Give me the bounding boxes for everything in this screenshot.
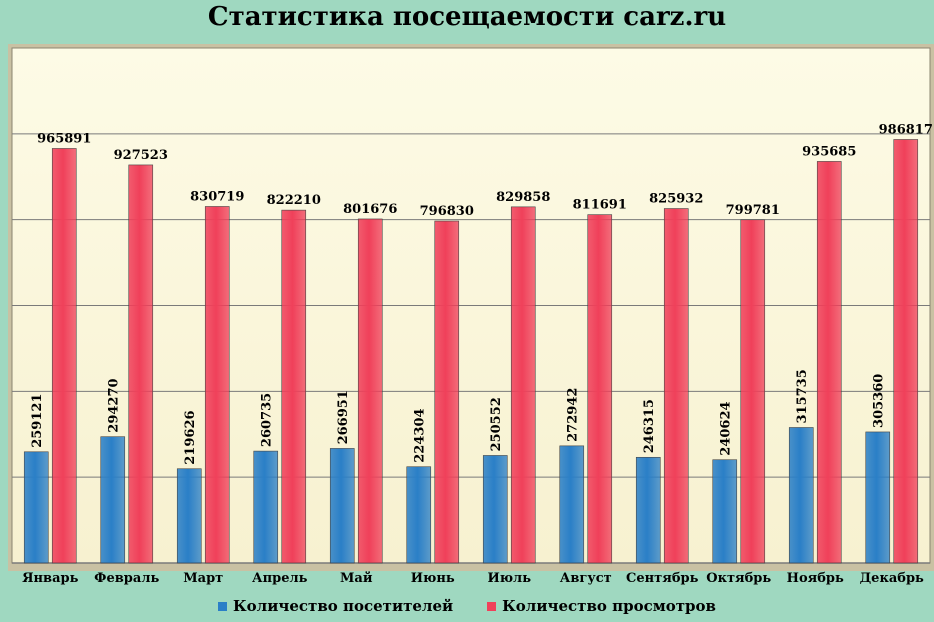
bar-views	[663, 208, 689, 564]
bar-views	[816, 161, 842, 564]
legend-swatch-views	[487, 601, 497, 611]
bar-views	[510, 206, 536, 564]
data-label-views: 986817	[879, 122, 933, 137]
bar-views	[51, 148, 77, 564]
bar-visitors	[788, 427, 814, 564]
legend-item-views: Количество просмотров	[487, 597, 716, 615]
x-tick-label: Декабрь	[860, 571, 924, 586]
data-label-views: 822210	[267, 193, 321, 208]
bar-visitors	[865, 431, 891, 564]
bar-visitors	[482, 455, 508, 564]
data-label-visitors: 266951	[336, 390, 351, 444]
bar-visitors	[635, 456, 661, 564]
bar-visitors	[712, 459, 738, 564]
bar-views	[587, 214, 613, 564]
x-tick-label: Январь	[22, 571, 79, 586]
data-label-views: 829858	[496, 190, 550, 205]
data-label-views: 801676	[343, 202, 397, 217]
bar-visitors	[176, 468, 202, 564]
bar-views	[357, 218, 383, 564]
bar-visitors	[406, 466, 432, 564]
bar-visitors	[329, 448, 355, 564]
data-label-views: 935685	[802, 144, 856, 159]
bar-views	[281, 209, 307, 564]
data-label-views: 965891	[37, 131, 91, 146]
data-label-visitors: 219626	[183, 410, 198, 464]
data-label-visitors: 224304	[413, 408, 428, 462]
data-label-views: 799781	[726, 203, 780, 218]
x-tick-label: Ноябрь	[787, 571, 844, 586]
bar-visitors	[23, 451, 49, 564]
x-tick-label: Май	[340, 571, 373, 586]
bar-visitors	[100, 436, 126, 564]
data-label-views: 825932	[649, 192, 703, 207]
data-label-visitors: 272942	[566, 388, 581, 442]
bar-views	[893, 139, 919, 564]
legend-swatch-visitors	[218, 601, 228, 611]
bar-views	[740, 219, 766, 564]
data-label-views: 830719	[190, 189, 244, 204]
x-tick-label: Сентябрь	[626, 571, 699, 586]
data-label-visitors: 240624	[719, 401, 734, 455]
x-tick-label: Апрель	[252, 571, 308, 586]
bar-visitors	[559, 445, 585, 564]
x-tick-label: Июнь	[411, 571, 455, 586]
data-label-visitors: 250552	[489, 397, 504, 451]
bar-views	[204, 206, 230, 564]
bar-visitors	[253, 450, 279, 564]
data-label-visitors: 246315	[642, 399, 657, 453]
data-label-views: 811691	[573, 198, 627, 213]
data-label-visitors: 315735	[795, 369, 810, 423]
data-label-visitors: 305360	[872, 374, 887, 428]
legend-label-views: Количество просмотров	[502, 597, 716, 615]
x-tick-label: Февраль	[94, 571, 159, 586]
bar-views	[128, 164, 154, 564]
legend-label-visitors: Количество посетителей	[233, 597, 454, 615]
data-label-visitors: 260735	[260, 393, 275, 447]
legend-item-visitors: Количество посетителей	[218, 597, 453, 615]
data-label-visitors: 259121	[30, 394, 45, 448]
bar-views	[434, 220, 460, 564]
chart-title: Статистика посещаемости carz.ru	[207, 2, 727, 32]
data-label-visitors: 294270	[107, 378, 122, 432]
data-label-views: 796830	[420, 204, 474, 219]
data-label-views: 927523	[114, 148, 168, 163]
x-tick-label: Март	[183, 571, 223, 586]
x-tick-label: Август	[560, 571, 612, 586]
legend: Количество посетителей Количество просмо…	[0, 597, 934, 615]
x-tick-label: Июль	[487, 571, 531, 586]
x-tick-label: Октябрь	[706, 571, 771, 586]
